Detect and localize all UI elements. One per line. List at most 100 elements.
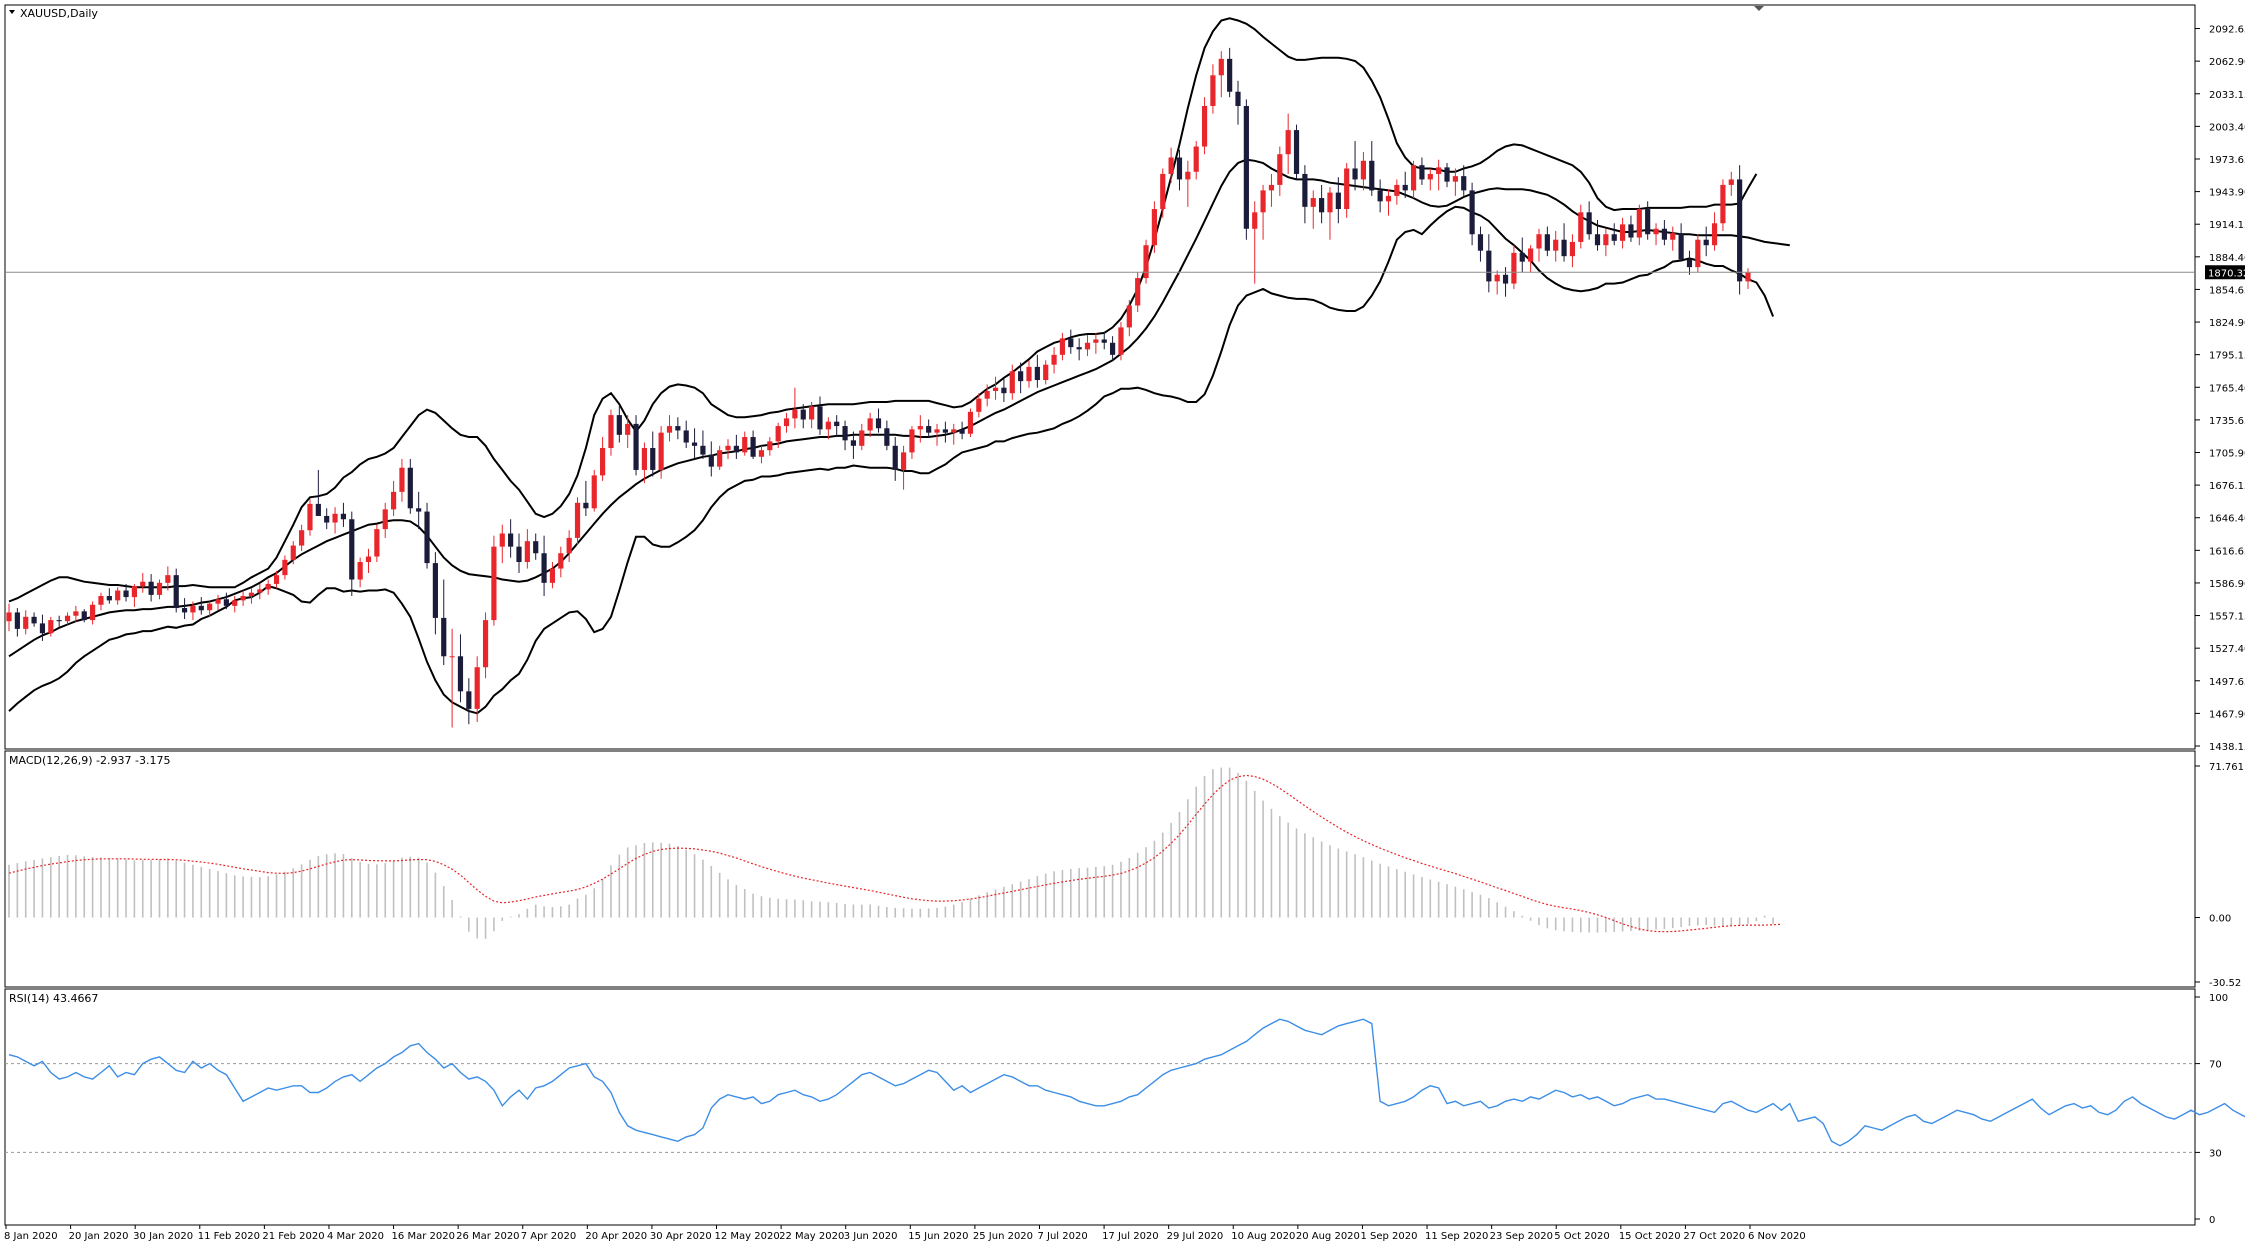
candle-body [742, 437, 748, 453]
candle-body [1051, 354, 1057, 365]
candle [1711, 212, 1718, 251]
candle [533, 533, 539, 560]
candle-body [666, 426, 673, 433]
rsi-tick-label: 30 [2209, 1148, 2222, 1159]
candle [1686, 250, 1693, 275]
candle [1645, 201, 1651, 240]
shift-arrow-icon[interactable] [1754, 6, 1764, 11]
candle [474, 656, 480, 723]
candle [1193, 141, 1199, 180]
candle-body [1143, 245, 1149, 279]
candle-body [984, 390, 990, 399]
candle [508, 519, 514, 558]
rsi-indicator [5, 1018, 2245, 1153]
candle-body [934, 429, 940, 433]
candle-body [56, 620, 62, 622]
candle [148, 574, 154, 602]
candle-body [482, 620, 489, 668]
candle-body [892, 445, 898, 470]
candle-body [1636, 209, 1642, 238]
lower-band-line [8, 205, 1775, 715]
candle-body [733, 445, 739, 453]
candle-body [382, 509, 388, 530]
candle-body [867, 418, 873, 431]
candle [1043, 360, 1049, 385]
candle-body [31, 616, 37, 624]
candle [232, 595, 238, 613]
candle-body [14, 612, 20, 629]
candle-body [1578, 212, 1584, 242]
candle [792, 387, 798, 429]
candle-body [491, 546, 497, 621]
candle-body [1737, 179, 1743, 282]
candle-body [725, 445, 731, 451]
date-tick-label: 8 Jan 2020 [4, 1231, 58, 1242]
candle-body [265, 583, 271, 590]
date-tick-label: 17 Jul 2020 [1102, 1231, 1159, 1242]
candle [650, 431, 656, 477]
candle [1519, 237, 1525, 273]
candle [240, 590, 246, 606]
candle [717, 445, 723, 470]
candle [1594, 219, 1601, 251]
candle [758, 445, 765, 464]
candle-body [1553, 239, 1559, 251]
candle-body [1168, 157, 1174, 174]
candle-body [1419, 165, 1425, 180]
candle-body [282, 559, 288, 576]
candle-body [875, 418, 882, 429]
candle [641, 442, 647, 484]
price-tick-label: 1646.40 [2209, 514, 2245, 525]
current-price-badge [2205, 265, 2245, 280]
candle-body [115, 590, 121, 601]
candle [1653, 223, 1659, 246]
candle [1394, 179, 1400, 205]
candle [1461, 165, 1467, 196]
candle-body [1511, 252, 1517, 284]
candle-body [273, 575, 280, 584]
date-tick-label: 16 Mar 2020 [392, 1231, 455, 1242]
candle-body [1018, 371, 1024, 382]
candle-body [792, 409, 798, 419]
candle-body [1377, 190, 1383, 202]
candle [1068, 329, 1074, 354]
candle-body [223, 599, 229, 606]
candle-body [909, 429, 915, 453]
candle [265, 579, 271, 595]
candle [64, 612, 71, 625]
candle [223, 592, 229, 610]
candle [549, 562, 556, 589]
candle [1160, 168, 1166, 218]
candle-body [942, 429, 948, 433]
candle [357, 557, 363, 588]
candle-body [81, 611, 87, 621]
candle-body [1034, 366, 1040, 381]
date-tick-label: 7 Apr 2020 [521, 1231, 576, 1242]
price-panel[interactable] [5, 17, 2195, 728]
candle [173, 568, 179, 613]
candle [516, 533, 522, 573]
candle [1293, 124, 1300, 180]
price-tick-label: 2033.15 [2209, 90, 2245, 101]
candle [892, 437, 898, 481]
candle [1327, 187, 1333, 240]
candle [1302, 165, 1308, 224]
date-tick-label: 21 Feb 2020 [262, 1231, 324, 1242]
candle-body [959, 429, 965, 434]
panel-menu-icon[interactable] [9, 10, 15, 14]
candle-body [123, 590, 129, 598]
candle-body [1135, 278, 1141, 306]
candle [809, 401, 815, 429]
candle [1737, 165, 1743, 295]
rsi-tick-label: 70 [2209, 1060, 2222, 1071]
candle-body [106, 595, 112, 601]
candle-body [48, 620, 54, 634]
date-tick-label: 29 Jul 2020 [1167, 1231, 1224, 1242]
candle-body [608, 415, 614, 448]
candle [1661, 219, 1667, 246]
candle-body [215, 599, 221, 604]
date-tick-label: 27 Oct 2020 [1683, 1231, 1745, 1242]
candle [1427, 168, 1433, 191]
candle [1018, 362, 1024, 394]
